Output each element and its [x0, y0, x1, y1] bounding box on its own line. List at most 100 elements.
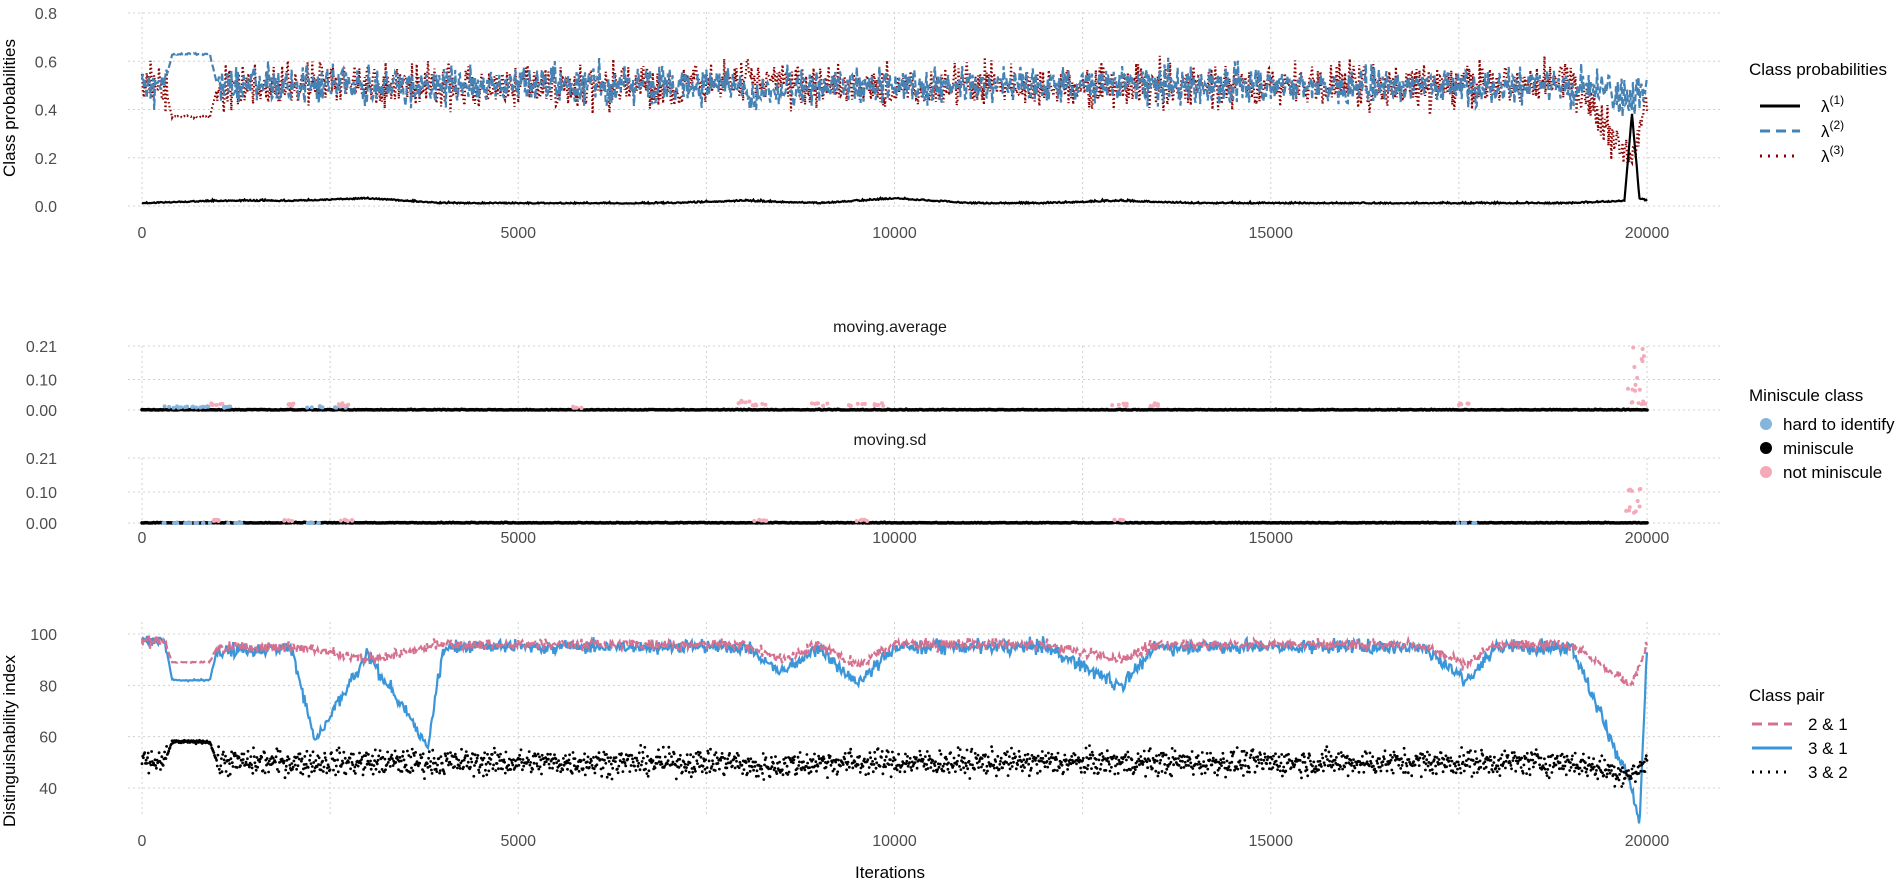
- point-pair-3-2: [813, 752, 816, 756]
- point-pair-3-2: [1382, 757, 1386, 761]
- point-pair-3-2: [1244, 764, 1247, 768]
- point-pair-3-2: [1543, 757, 1546, 761]
- point-pair-3-2: [1179, 766, 1183, 770]
- point-pair-3-2: [1637, 772, 1641, 775]
- point-pair-3-2: [747, 759, 751, 763]
- point-miniscule: [1645, 521, 1649, 525]
- point-pair-3-2: [1136, 752, 1140, 755]
- point-pair-3-2: [301, 772, 305, 776]
- point-pair-3-2: [660, 762, 664, 766]
- point-pair-3-2: [254, 768, 258, 772]
- point-pair-3-2: [723, 757, 727, 760]
- point-pair-3-2: [306, 766, 310, 769]
- point-pair-3-2: [251, 771, 255, 775]
- point-pair-3-2: [1528, 773, 1532, 777]
- y-axis-title-class-probabilities: Class probabilities: [0, 39, 19, 177]
- point-pair-3-2: [432, 756, 436, 760]
- point-pair-3-2: [753, 765, 757, 768]
- point-pair-3-2: [634, 769, 638, 772]
- point-pair-3-2: [430, 768, 433, 772]
- point-pair-3-2: [1570, 758, 1574, 761]
- point-pair-3-2: [962, 766, 965, 770]
- point-pair-3-2: [408, 771, 412, 774]
- point-pair-3-2: [832, 767, 836, 771]
- point-pair-3-2: [866, 758, 870, 762]
- point-pair-3-2: [951, 764, 955, 768]
- point-not-miniscule: [1122, 403, 1127, 407]
- point-pair-3-2: [1389, 753, 1392, 757]
- point-pair-3-2: [718, 767, 721, 771]
- point-pair-3-2: [1041, 757, 1045, 760]
- point-pair-3-2: [1550, 771, 1554, 774]
- point-pair-3-2: [336, 758, 339, 762]
- point-pair-3-2: [667, 745, 671, 749]
- series-lambda2: [140, 50, 1649, 117]
- point-not-miniscule: [220, 401, 225, 406]
- point-pair-3-2: [1236, 767, 1240, 771]
- point-pair-3-2: [1380, 764, 1384, 767]
- point-not-miniscule: [212, 517, 217, 522]
- point-pair-3-2: [412, 754, 416, 757]
- y-tick-label: 0.00: [26, 403, 57, 420]
- point-pair-3-2: [590, 764, 594, 767]
- y-tick-label: 0.00: [26, 516, 57, 533]
- point-pair-3-2: [1577, 772, 1581, 776]
- point-pair-3-2: [1260, 762, 1264, 765]
- point-pair-3-2: [420, 756, 424, 759]
- panel-class-probabilities: 0.0 0.2 0.4 0.6 0.8 0 5000 10000 15000 20000 Cla…: [0, 6, 1722, 242]
- point-pair-3-2: [1417, 764, 1421, 767]
- point-pair-3-2: [726, 757, 729, 761]
- point-pair-3-2: [307, 774, 311, 778]
- point-pair-3-2: [1008, 755, 1011, 758]
- point-pair-3-2: [770, 765, 774, 769]
- point-not-miniscule: [1635, 499, 1640, 503]
- point-pair-3-2: [1277, 755, 1281, 759]
- point-pair-3-2: [521, 768, 524, 772]
- point-not-miniscule: [750, 403, 755, 408]
- point-pair-3-2: [431, 748, 435, 752]
- point-pair-3-2: [1242, 749, 1246, 753]
- point-pair-3-2: [1044, 754, 1048, 758]
- point-pair-3-2: [146, 756, 149, 760]
- point-pair-3-2: [746, 771, 749, 775]
- point-pair-3-2: [977, 766, 980, 769]
- point-pair-3-2: [1306, 774, 1310, 778]
- point-pair-3-2: [906, 764, 910, 768]
- point-pair-3-2: [1562, 767, 1565, 771]
- point-pair-3-2: [494, 769, 498, 772]
- point-pair-3-2: [611, 766, 615, 770]
- point-pair-3-2: [595, 763, 599, 767]
- point-pair-3-2: [1403, 753, 1407, 757]
- point-pair-3-2: [874, 766, 878, 770]
- point-pair-3-2: [803, 768, 807, 772]
- point-pair-3-2: [1174, 757, 1178, 761]
- point-pair-3-2: [1601, 771, 1604, 775]
- point-pair-3-2: [600, 774, 604, 778]
- point-pair-3-2: [390, 753, 394, 757]
- point-pair-3-2: [388, 758, 391, 762]
- point-pair-3-2: [290, 762, 294, 765]
- point-pair-3-2: [937, 765, 941, 769]
- point-pair-3-2: [1442, 757, 1446, 761]
- point-not-miniscule: [854, 519, 859, 523]
- point-pair-3-2: [850, 754, 853, 758]
- point-pair-3-2: [1115, 755, 1119, 759]
- point-pair-3-2: [1196, 754, 1200, 757]
- legend-key-miniscule: [1760, 442, 1772, 454]
- point-hard-to-identify: [183, 521, 188, 525]
- point-pair-3-2: [925, 750, 929, 753]
- point-pair-3-2: [241, 761, 245, 765]
- point-pair-3-2: [1511, 759, 1515, 762]
- point-pair-3-2: [1177, 757, 1180, 760]
- point-pair-3-2: [1373, 767, 1377, 771]
- point-pair-3-2: [399, 759, 403, 763]
- point-pair-3-2: [1245, 751, 1249, 755]
- point-pair-3-2: [277, 770, 281, 773]
- point-pair-3-2: [908, 756, 912, 760]
- point-pair-3-2: [1427, 761, 1431, 764]
- point-not-miniscule: [1635, 375, 1640, 380]
- point-pair-3-2: [1158, 761, 1162, 765]
- point-pair-3-2: [274, 755, 278, 759]
- point-pair-3-2: [1127, 755, 1130, 759]
- point-pair-3-2: [1456, 760, 1460, 764]
